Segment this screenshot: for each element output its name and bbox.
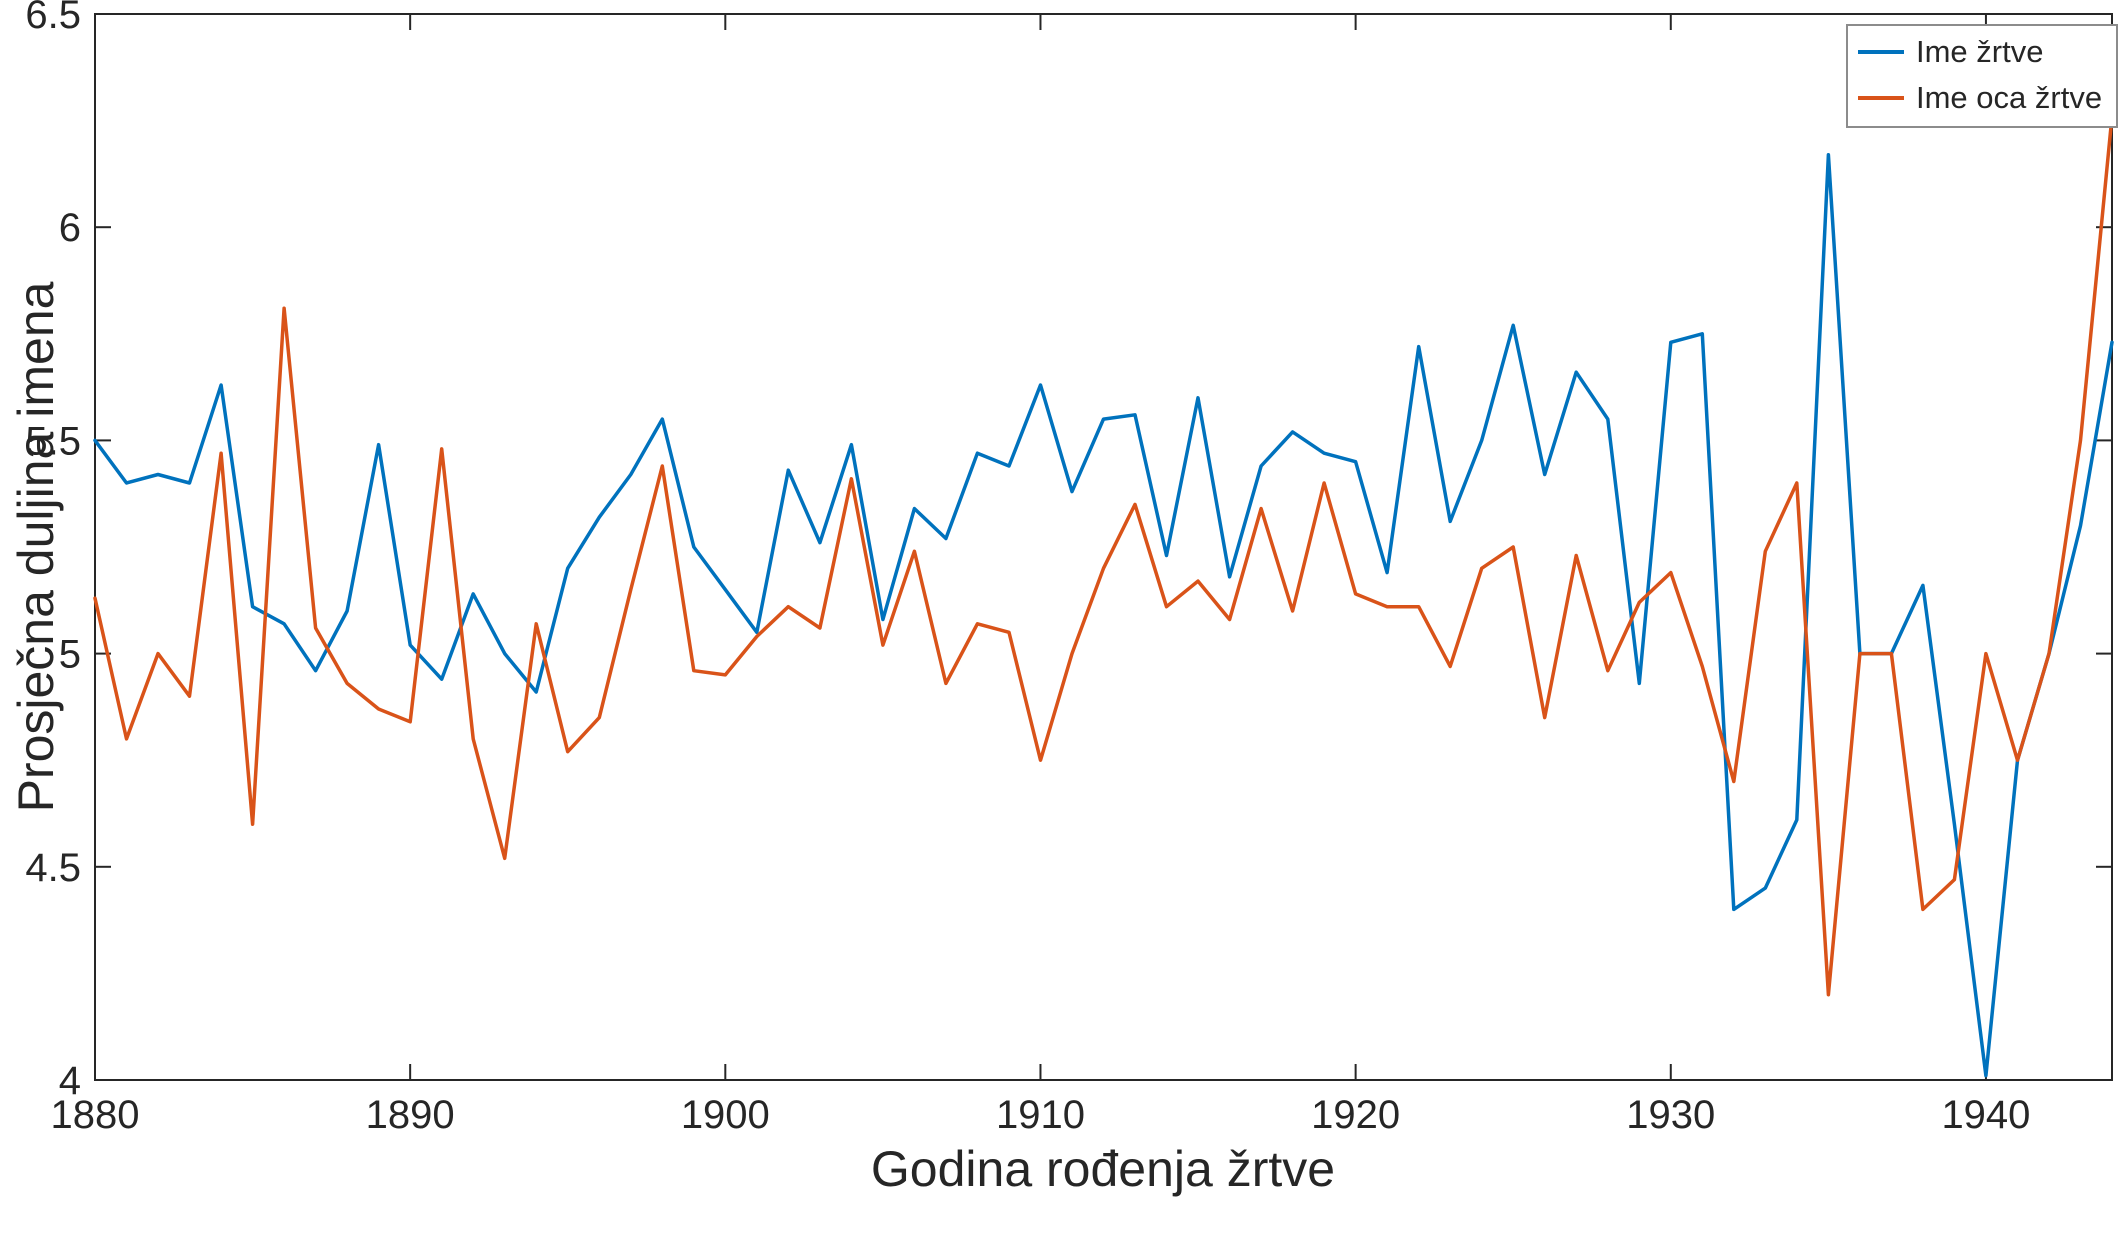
legend-entry-father-name: Ime oca žrtve (1858, 80, 2102, 116)
x-tick-label: 1880 (51, 1093, 140, 1137)
y-tick-label: 4 (59, 1059, 81, 1103)
y-axis-label: Prosječna duljina imena (8, 281, 64, 813)
y-tick-label: 4.5 (25, 846, 81, 890)
y-tick-label: 5.5 (25, 419, 81, 463)
x-tick-label: 1900 (681, 1093, 770, 1137)
legend-entry-victim-name: Ime žrtve (1858, 34, 2102, 70)
legend-line-swatch-orange (1858, 96, 1904, 100)
legend-label: Ime oca žrtve (1916, 80, 2103, 115)
y-tick-label: 5 (59, 633, 81, 677)
series-line-1 (93, 114, 2114, 997)
legend-line-swatch-blue (1858, 50, 1904, 54)
plot-box (94, 13, 2113, 1081)
x-tick-label: 1890 (366, 1093, 455, 1137)
x-axis-label: Godina rođenja žrtve (870, 1141, 1336, 1197)
legend-label: Ime žrtve (1916, 34, 2044, 69)
series-line-0 (93, 152, 2114, 1078)
x-tick-label: 1910 (996, 1093, 1085, 1137)
x-tick-label: 1940 (1941, 1093, 2030, 1137)
y-tick-label: 6 (59, 206, 81, 250)
y-tick-label: 6.5 (25, 0, 81, 37)
legend: Ime žrtve Ime oca žrtve (1846, 24, 2119, 128)
x-tick-label: 1920 (1311, 1093, 1400, 1137)
x-tick-label: 1930 (1626, 1093, 1715, 1137)
